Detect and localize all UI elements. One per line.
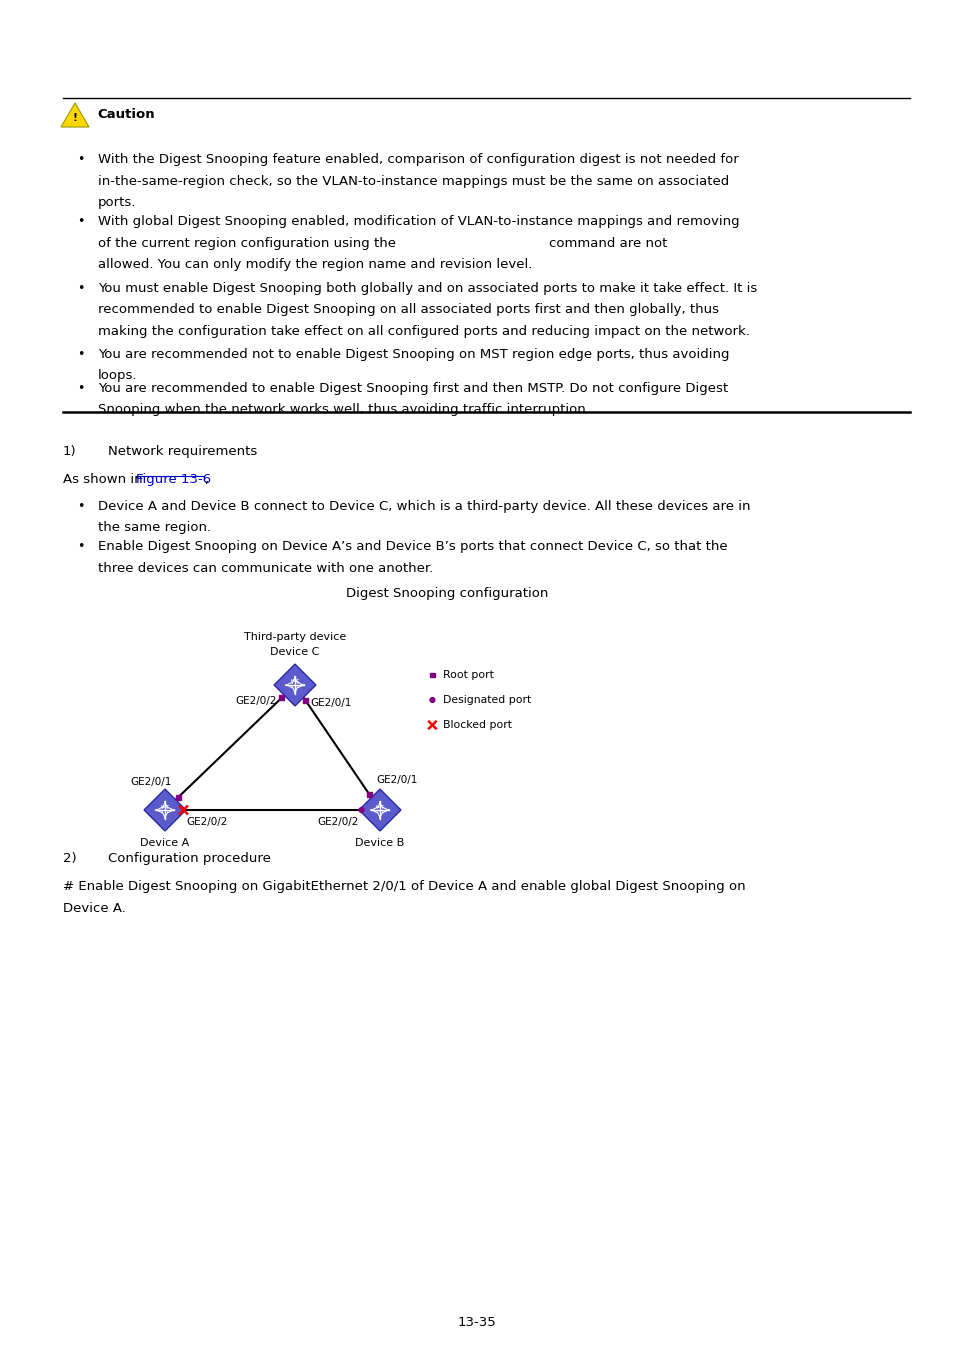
Circle shape bbox=[430, 698, 435, 702]
Polygon shape bbox=[358, 788, 400, 832]
Text: Third-party device: Third-party device bbox=[244, 632, 346, 643]
Bar bbox=[279, 695, 284, 701]
Bar bbox=[430, 672, 435, 678]
Text: Device A and Device B connect to Device C, which is a third-party device. All th: Device A and Device B connect to Device … bbox=[98, 500, 750, 513]
Text: •: • bbox=[77, 540, 85, 553]
Text: GE2/0/1: GE2/0/1 bbox=[130, 778, 172, 787]
Text: Device A.: Device A. bbox=[63, 902, 126, 914]
Text: Network requirements: Network requirements bbox=[108, 446, 257, 458]
Text: •: • bbox=[77, 348, 85, 360]
Text: 2): 2) bbox=[63, 852, 76, 865]
Text: GE2/0/2: GE2/0/2 bbox=[235, 695, 276, 706]
Text: With global Digest Snooping enabled, modification of VLAN-to-instance mappings a: With global Digest Snooping enabled, mod… bbox=[98, 215, 739, 228]
Text: •: • bbox=[77, 153, 85, 166]
Text: three devices can communicate with one another.: three devices can communicate with one a… bbox=[98, 562, 433, 575]
Bar bbox=[175, 795, 180, 799]
Text: Root port: Root port bbox=[442, 670, 493, 680]
Text: Digest Snooping configuration: Digest Snooping configuration bbox=[345, 587, 548, 599]
Text: of the current region configuration using the                                   : of the current region configuration usin… bbox=[98, 236, 667, 250]
Text: •: • bbox=[77, 500, 85, 513]
Polygon shape bbox=[144, 788, 186, 832]
Bar bbox=[367, 792, 372, 796]
Text: GE2/0/2: GE2/0/2 bbox=[316, 817, 358, 828]
Text: You are recommended not to enable Digest Snooping on MST region edge ports, thus: You are recommended not to enable Digest… bbox=[98, 348, 729, 360]
Text: allowed. You can only modify the region name and revision level.: allowed. You can only modify the region … bbox=[98, 258, 532, 271]
Text: GE2/0/2: GE2/0/2 bbox=[186, 817, 228, 828]
Text: # Enable Digest Snooping on GigabitEthernet 2/0/1 of Device A and enable global : # Enable Digest Snooping on GigabitEther… bbox=[63, 880, 745, 892]
Text: GE2/0/1: GE2/0/1 bbox=[310, 698, 352, 709]
Text: Enable Digest Snooping on Device A’s and Device B’s ports that connect Device C,: Enable Digest Snooping on Device A’s and… bbox=[98, 540, 727, 553]
Text: the same region.: the same region. bbox=[98, 521, 211, 535]
Text: ports.: ports. bbox=[98, 196, 136, 209]
Text: H3C: H3C bbox=[160, 805, 170, 809]
Text: ,: , bbox=[204, 472, 208, 486]
Text: in-the-same-region check, so the VLAN-to-instance mappings must be the same on a: in-the-same-region check, so the VLAN-to… bbox=[98, 174, 728, 188]
Text: As shown in: As shown in bbox=[63, 472, 147, 486]
Text: Caution: Caution bbox=[97, 108, 154, 122]
Text: GE2/0/1: GE2/0/1 bbox=[376, 775, 417, 784]
Text: Device A: Device A bbox=[140, 838, 190, 848]
Text: H3C: H3C bbox=[290, 679, 299, 683]
Text: With the Digest Snooping feature enabled, comparison of configuration digest is : With the Digest Snooping feature enabled… bbox=[98, 153, 738, 166]
Polygon shape bbox=[274, 664, 315, 706]
Text: loops.: loops. bbox=[98, 370, 137, 382]
Bar bbox=[303, 698, 308, 703]
Text: making the configuration take effect on all configured ports and reducing impact: making the configuration take effect on … bbox=[98, 325, 749, 338]
Text: You must enable Digest Snooping both globally and on associated ports to make it: You must enable Digest Snooping both glo… bbox=[98, 282, 757, 296]
Polygon shape bbox=[61, 103, 89, 127]
Circle shape bbox=[358, 807, 363, 813]
Text: Figure 13-6: Figure 13-6 bbox=[136, 472, 211, 486]
Text: You are recommended to enable Digest Snooping first and then MSTP. Do not config: You are recommended to enable Digest Sno… bbox=[98, 382, 727, 396]
Text: Blocked port: Blocked port bbox=[442, 720, 511, 730]
Text: Configuration procedure: Configuration procedure bbox=[108, 852, 271, 865]
Text: •: • bbox=[77, 215, 85, 228]
Text: •: • bbox=[77, 282, 85, 296]
Text: H3C: H3C bbox=[375, 805, 384, 809]
Text: Device B: Device B bbox=[355, 838, 404, 848]
Text: 13-35: 13-35 bbox=[457, 1315, 496, 1328]
Text: !: ! bbox=[72, 113, 77, 123]
Text: Designated port: Designated port bbox=[442, 695, 531, 705]
Text: •: • bbox=[77, 382, 85, 396]
Text: Snooping when the network works well, thus avoiding traffic interruption.: Snooping when the network works well, th… bbox=[98, 404, 589, 417]
Text: Device C: Device C bbox=[270, 647, 319, 657]
Text: recommended to enable Digest Snooping on all associated ports first and then glo: recommended to enable Digest Snooping on… bbox=[98, 304, 719, 316]
Text: 1): 1) bbox=[63, 446, 76, 458]
